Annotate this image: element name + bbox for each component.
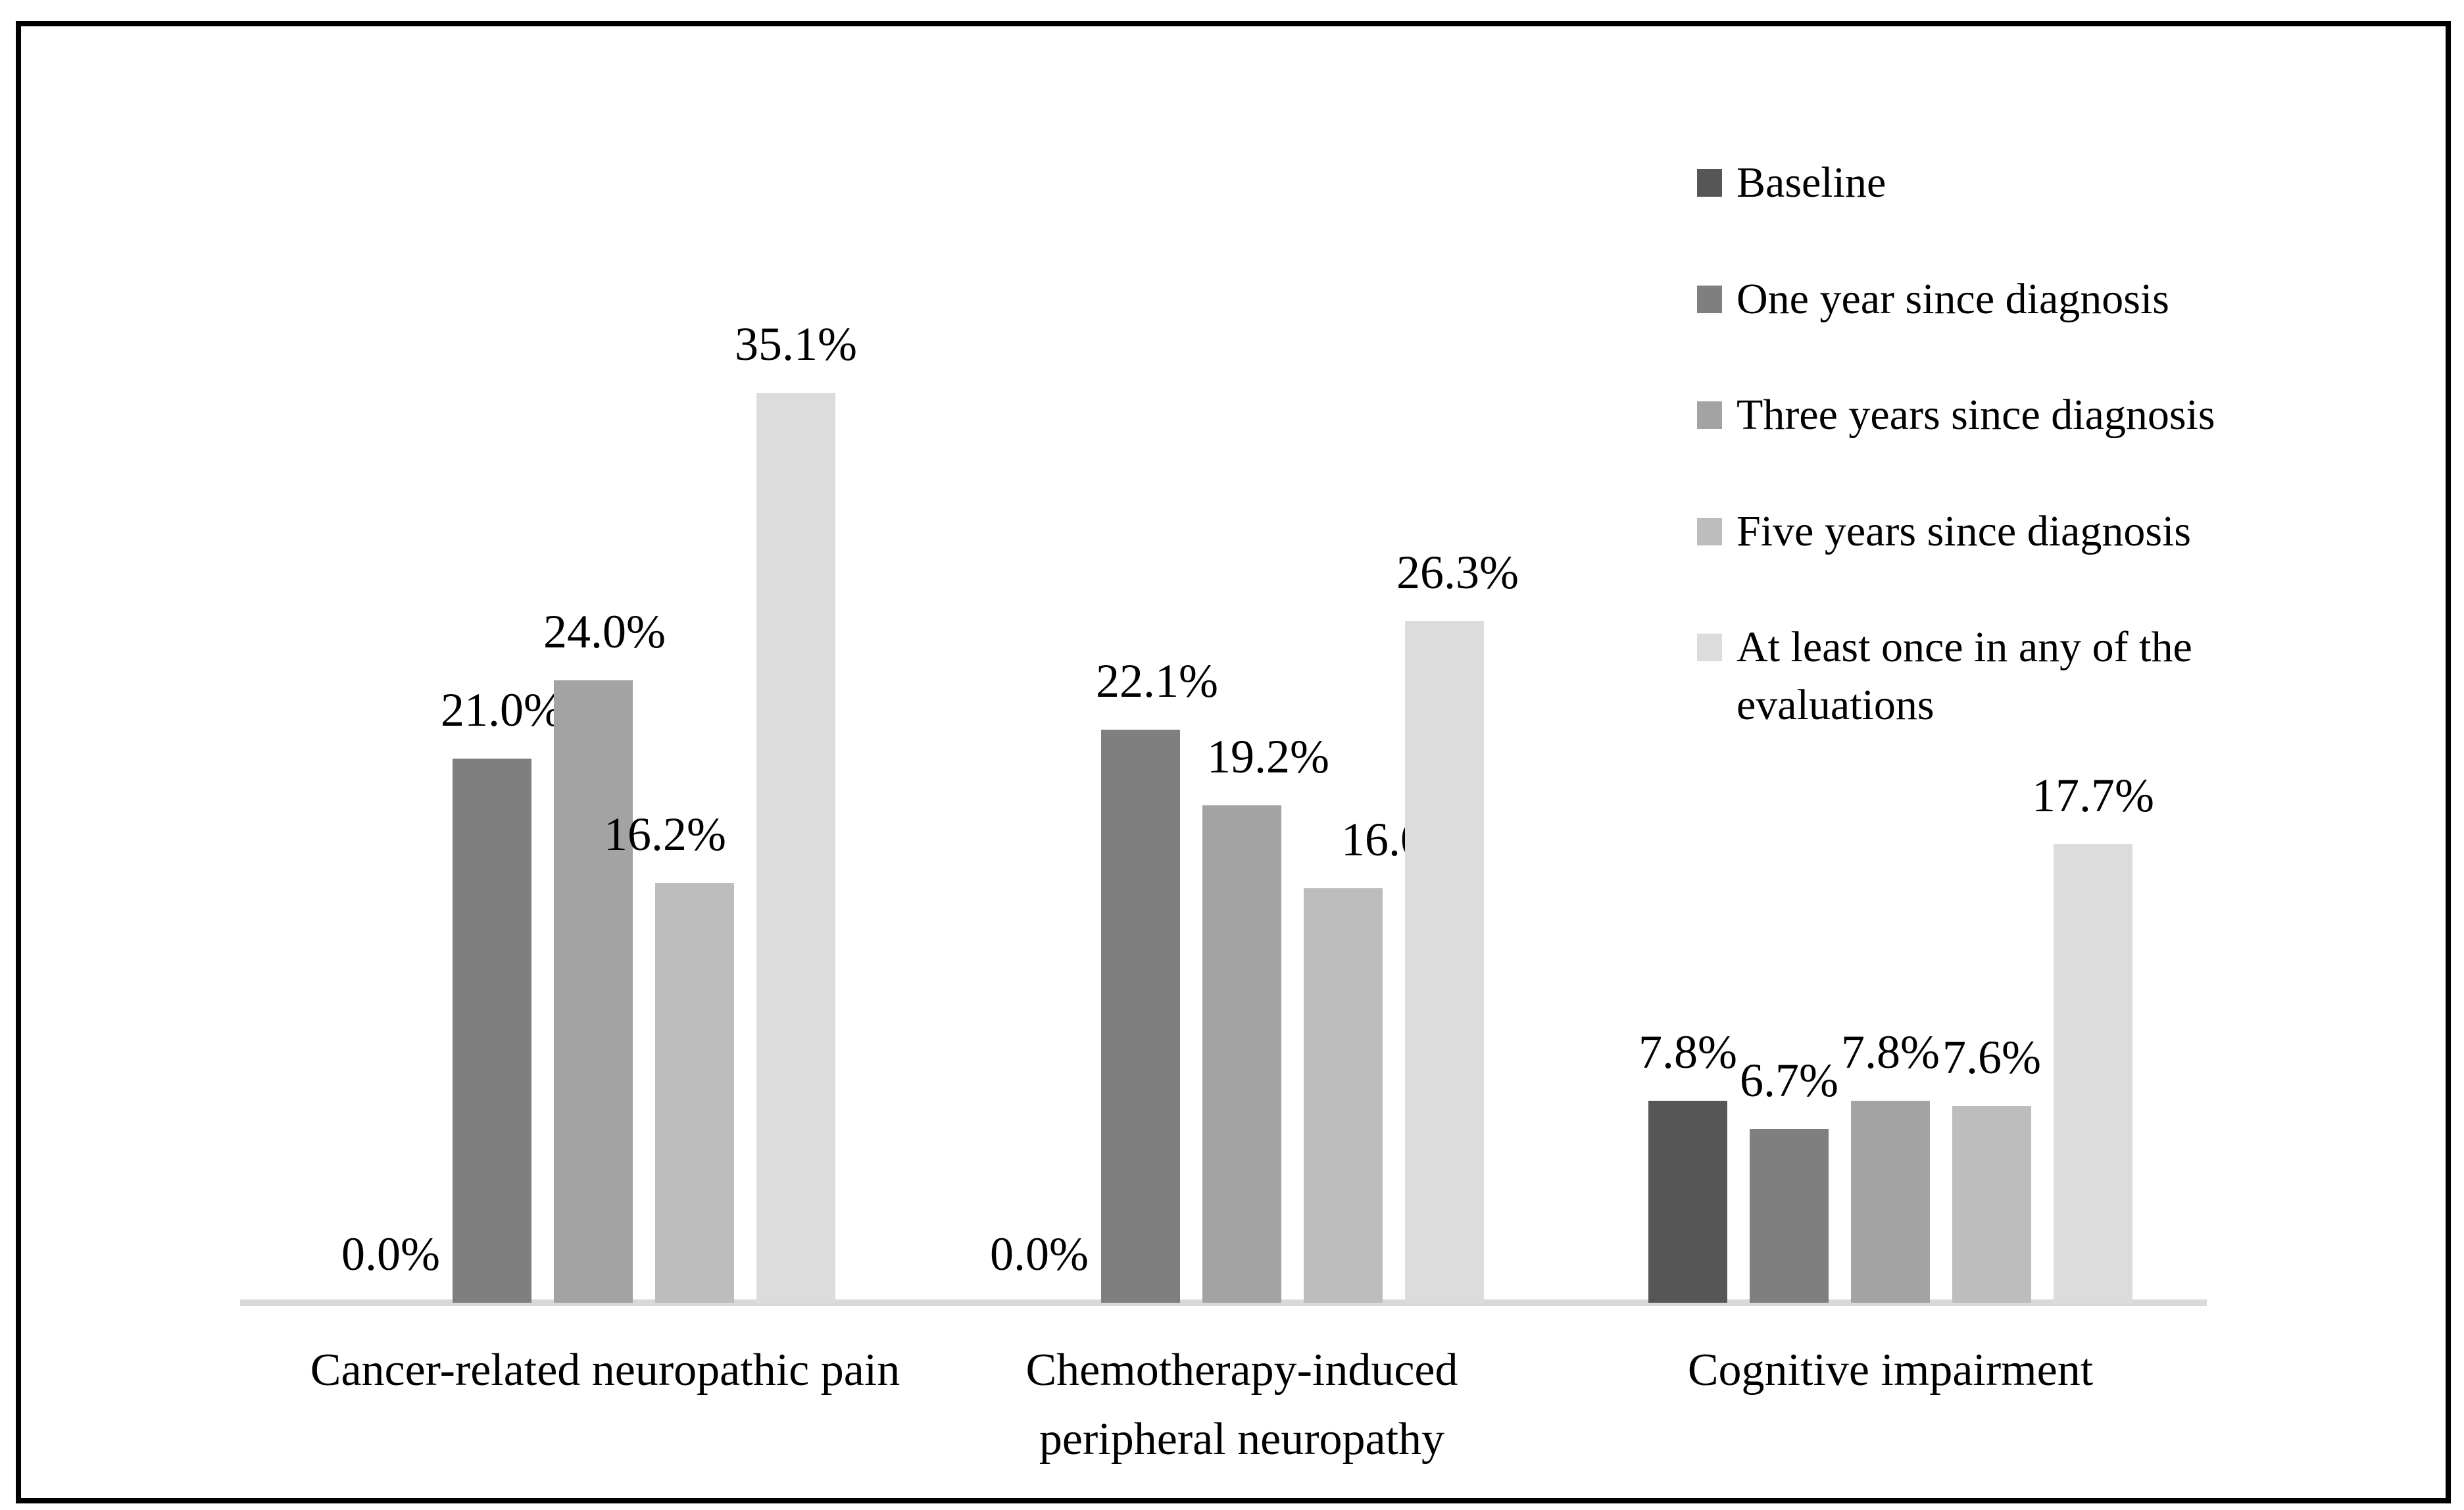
legend-label: Five years since diagnosis xyxy=(1737,503,2191,561)
value-label-five-years-since-diagnosis-cognitive-impairment: 7.6% xyxy=(1942,1031,2041,1084)
category-label-line: Cognitive impairment xyxy=(1687,1345,2094,1396)
legend-label: One year since diagnosis xyxy=(1737,270,2169,328)
category-label-line: peripheral neuropathy xyxy=(1039,1414,1445,1465)
legend-item-one-year-since-diagnosis: One year since diagnosis xyxy=(1697,270,2169,328)
category-label-line: Cancer-related neuropathic pain xyxy=(310,1345,900,1396)
legend-label-line: Baseline xyxy=(1737,159,1886,207)
category-label-cognitive-impairment: Cognitive impairment xyxy=(1688,1336,2093,1405)
category-label-chemotherapy-induced-peripheral-neuropathy: Chemotherapy-induced peripheral neuropath… xyxy=(1025,1336,1458,1474)
bar-one-year-since-diagnosis-chemotherapy-induced-peripheral-neuropathy xyxy=(1101,730,1180,1303)
value-label-baseline-cognitive-impairment: 7.8% xyxy=(1639,1026,1737,1078)
legend-item-five-years-since-diagnosis: Five years since diagnosis xyxy=(1697,503,2191,561)
x-axis-line xyxy=(240,1299,2207,1306)
bar-at-least-once-in-any-of-the-evaluations-chemotherapy-induced-peripheral-neuropathy xyxy=(1405,621,1484,1303)
legend-swatch-one-year-since-diagnosis xyxy=(1697,286,1722,313)
bar-five-years-since-diagnosis-cognitive-impairment xyxy=(1952,1106,2031,1303)
bar-at-least-once-in-any-of-the-evaluations-cognitive-impairment xyxy=(2054,844,2132,1303)
legend-label: At least once in any of the evaluations xyxy=(1737,618,2192,734)
bar-five-years-since-diagnosis-chemotherapy-induced-peripheral-neuropathy xyxy=(1304,888,1383,1303)
value-label-one-year-since-diagnosis-cognitive-impairment: 6.7% xyxy=(1740,1054,1838,1107)
value-label-five-years-since-diagnosis-cancer-related-neuropathic-pain: 16.2% xyxy=(604,808,726,861)
value-label-one-year-since-diagnosis-chemotherapy-induced-peripheral-neuropathy: 22.1% xyxy=(1096,655,1218,707)
value-label-baseline-cancer-related-neuropathic-pain: 0.0% xyxy=(341,1228,440,1280)
bar-three-years-since-diagnosis-chemotherapy-induced-peripheral-neuropathy xyxy=(1202,805,1281,1303)
legend-label-line: At least once in any of the xyxy=(1737,623,2192,671)
value-label-at-least-once-in-any-of-the-evaluations-chemotherapy-induced-peripheral-neuropathy: 26.3% xyxy=(1396,546,1519,599)
legend-label-line: One year since diagnosis xyxy=(1737,275,2169,323)
legend-item-at-least-once-in-any-of-the-evaluations: At least once in any of the evaluations xyxy=(1697,618,2192,734)
legend-swatch-at-least-once-in-any-of-the-evaluations xyxy=(1697,634,1722,661)
bar-three-years-since-diagnosis-cancer-related-neuropathic-pain xyxy=(554,680,633,1303)
legend-item-three-years-since-diagnosis: Three years since diagnosis xyxy=(1697,386,2215,444)
legend-label: Three years since diagnosis xyxy=(1737,386,2215,444)
legend-label-line: Five years since diagnosis xyxy=(1737,507,2192,555)
bar-at-least-once-in-any-of-the-evaluations-cancer-related-neuropathic-pain xyxy=(756,393,835,1303)
legend-label-line: evaluations xyxy=(1737,681,1934,729)
bar-baseline-cognitive-impairment xyxy=(1648,1101,1727,1303)
bar-one-year-since-diagnosis-cancer-related-neuropathic-pain xyxy=(453,759,531,1303)
bar-three-years-since-diagnosis-cognitive-impairment xyxy=(1851,1101,1930,1303)
value-label-three-years-since-diagnosis-cancer-related-neuropathic-pain: 24.0% xyxy=(543,605,666,658)
category-label-line: Chemotherapy-induced xyxy=(1025,1345,1458,1396)
value-label-at-least-once-in-any-of-the-evaluations-cancer-related-neuropathic-pain: 35.1% xyxy=(735,318,857,370)
legend-label-line: Three years since diagnosis xyxy=(1737,391,2215,439)
value-label-at-least-once-in-any-of-the-evaluations-cognitive-impairment: 17.7% xyxy=(2032,769,2154,822)
legend-swatch-five-years-since-diagnosis xyxy=(1697,518,1722,545)
bar-five-years-since-diagnosis-cancer-related-neuropathic-pain xyxy=(655,883,734,1303)
value-label-three-years-since-diagnosis-cognitive-impairment: 7.8% xyxy=(1841,1026,1940,1078)
legend-swatch-baseline xyxy=(1697,169,1722,197)
value-label-three-years-since-diagnosis-chemotherapy-induced-peripheral-neuropathy: 19.2% xyxy=(1207,730,1329,783)
value-label-baseline-chemotherapy-induced-peripheral-neuropathy: 0.0% xyxy=(990,1228,1089,1280)
category-label-cancer-related-neuropathic-pain: Cancer-related neuropathic pain xyxy=(310,1336,900,1405)
bar-one-year-since-diagnosis-cognitive-impairment xyxy=(1750,1129,1829,1303)
legend-label: Baseline xyxy=(1737,154,1886,212)
legend-swatch-three-years-since-diagnosis xyxy=(1697,401,1722,429)
legend-item-baseline: Baseline xyxy=(1697,154,1886,212)
value-label-one-year-since-diagnosis-cancer-related-neuropathic-pain: 21.0% xyxy=(441,684,563,736)
